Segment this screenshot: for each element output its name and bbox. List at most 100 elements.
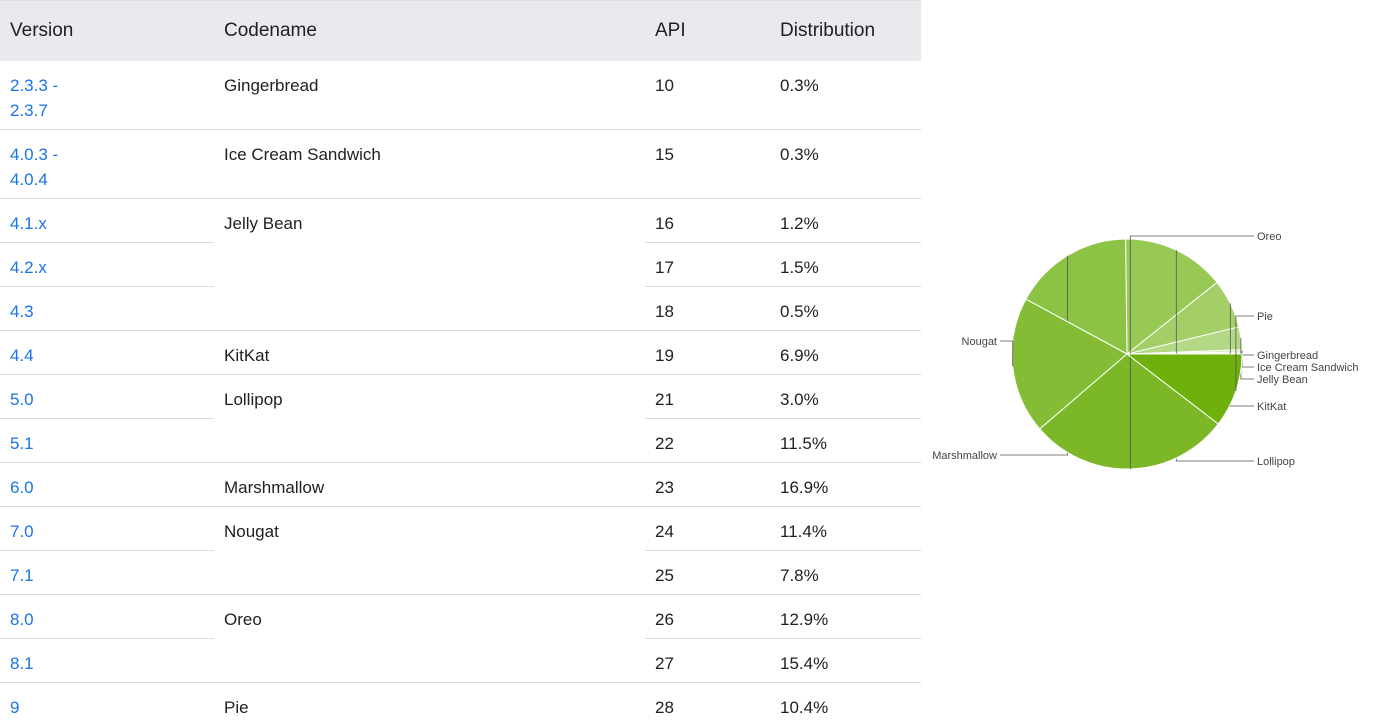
- version-cell: 2.3.3 - 2.3.7: [0, 61, 214, 130]
- api-cell: 23: [645, 462, 770, 507]
- version-cell: 4.0.3 - 4.0.4: [0, 129, 214, 199]
- pie-slice-marshmallow: [1025, 238, 1128, 355]
- codename-cell: Jelly Bean: [214, 198, 645, 331]
- codename-header: Codename: [214, 0, 645, 61]
- pie-label-oreo: Oreo: [1257, 231, 1281, 243]
- table-row: 4.2.x 17 1.5%: [0, 242, 921, 287]
- api-cell: 16: [645, 198, 770, 243]
- version-link[interactable]: 4.4: [10, 346, 34, 365]
- leader-line-jelly-bean: [1240, 338, 1254, 380]
- codename-cell: KitKat: [214, 330, 645, 375]
- distribution-cell: 1.2%: [770, 198, 921, 243]
- distribution-cell: 0.5%: [770, 286, 921, 331]
- api-cell: 18: [645, 286, 770, 331]
- version-link[interactable]: 8.0: [10, 610, 34, 629]
- version-cell: 5.1: [0, 418, 214, 463]
- distribution-cell: 16.9%: [770, 462, 921, 507]
- distribution-cell: 7.8%: [770, 550, 921, 595]
- table-row: 8.1 27 15.4%: [0, 638, 921, 683]
- codename-cell: Marshmallow: [214, 462, 645, 507]
- distribution-cell: 3.0%: [770, 374, 921, 419]
- distribution-cell: 11.4%: [770, 506, 921, 551]
- version-link[interactable]: 2.3.3 - 2.3.7: [10, 75, 59, 120]
- codename-cell: Ice Cream Sandwich: [214, 129, 645, 199]
- version-cell: 5.0: [0, 374, 214, 419]
- version-cell: 6.0: [0, 462, 214, 507]
- version-link[interactable]: 8.1: [10, 654, 34, 673]
- table-row: 7.1 25 7.8%: [0, 550, 921, 595]
- api-cell: 19: [645, 330, 770, 375]
- api-cell: 21: [645, 374, 770, 419]
- pie-label-gingerbread: Gingerbread: [1257, 350, 1318, 362]
- version-link[interactable]: 4.2.x: [10, 258, 47, 277]
- version-cell: 7.1: [0, 550, 214, 595]
- version-link[interactable]: 5.0: [10, 390, 34, 409]
- version-cell: 4.2.x: [0, 242, 214, 287]
- table-header-row: Version Codename API Distribution: [0, 0, 921, 61]
- distribution-cell: 6.9%: [770, 330, 921, 375]
- codename-cell: Oreo: [214, 594, 645, 683]
- distribution-cell: 10.4%: [770, 682, 921, 727]
- distribution-header: Distribution: [770, 0, 921, 61]
- version-header: Version: [0, 0, 214, 61]
- distribution-cell: 0.3%: [780, 75, 819, 95]
- api-cell: 26: [645, 594, 770, 639]
- version-link[interactable]: 6.0: [10, 478, 34, 497]
- api-header: API: [645, 0, 770, 61]
- version-link[interactable]: 4.3: [10, 302, 34, 321]
- pie-label-ice-cream-sandwich: Ice Cream Sandwich: [1257, 362, 1359, 374]
- table-row: 7.0 Nougat 24 11.4%: [0, 506, 921, 595]
- pie-label-marshmallow: Marshmallow: [932, 450, 997, 462]
- version-link[interactable]: 4.1.x: [10, 214, 47, 233]
- codename-cell: Lollipop: [214, 374, 645, 463]
- version-cell: 7.0: [0, 506, 214, 551]
- table-row: 8.0 Oreo 26 12.9%: [0, 594, 921, 683]
- table-row: 6.0 Marshmallow 23 16.9%: [0, 462, 921, 507]
- version-cell: 9: [0, 682, 214, 727]
- codename-cell: Gingerbread: [224, 75, 319, 95]
- version-cell: 4.4: [0, 330, 214, 375]
- pie-label-pie: Pie: [1257, 311, 1273, 323]
- distribution-cell: 15.4%: [770, 638, 921, 683]
- pie-label-kitkat: KitKat: [1257, 401, 1286, 413]
- version-link[interactable]: 5.1: [10, 434, 34, 453]
- table-row: 4.0.3 - 4.0.4 Ice Cream Sandwich 15 0.3%: [0, 129, 921, 199]
- table-row: 5.1 22 11.5%: [0, 418, 921, 463]
- pie-label-jelly-bean: Jelly Bean: [1257, 374, 1308, 386]
- codename-cell: Pie: [214, 682, 645, 727]
- leader-line-gingerbread: [1241, 352, 1254, 356]
- version-link[interactable]: 7.1: [10, 566, 34, 585]
- api-cell: 10: [655, 75, 674, 95]
- api-cell: 17: [645, 242, 770, 287]
- api-cell: 24: [645, 506, 770, 551]
- table-row: 4.1.x Jelly Bean 16 1.2%: [0, 198, 921, 331]
- version-cell: 8.0: [0, 594, 214, 639]
- version-cell: 4.1.x: [0, 198, 214, 243]
- api-cell: 15: [645, 129, 770, 199]
- pie-label-nougat: Nougat: [962, 336, 997, 348]
- table-row: 4.4 KitKat 19 6.9%: [0, 330, 921, 375]
- version-cell: 8.1: [0, 638, 214, 683]
- table-row: 9 Pie 28 10.4%: [0, 682, 921, 727]
- version-link[interactable]: 4.0.3 - 4.0.4: [10, 145, 59, 189]
- leader-line-ice-cream-sandwich: [1241, 350, 1254, 368]
- table-row: 4.3 18 0.5%: [0, 286, 921, 331]
- leader-line-lollipop: [1175, 250, 1254, 462]
- distribution-cell: 11.5%: [770, 418, 921, 463]
- codename-cell: Nougat: [214, 506, 645, 595]
- leader-line-nougat: [1000, 340, 1014, 367]
- distribution-table: Version Codename API Distribution 2.3.3 …: [0, 0, 921, 727]
- api-cell: 22: [645, 418, 770, 463]
- api-cell: 28: [645, 682, 770, 727]
- distribution-cell: 12.9%: [770, 594, 921, 639]
- table-row: 2.3.3 - 2.3.7 Gingerbread 10 0.3%: [0, 61, 921, 130]
- version-link[interactable]: 7.0: [10, 522, 34, 541]
- leader-line-pie: [1235, 315, 1254, 391]
- leader-line-oreo: [1129, 235, 1254, 469]
- distribution-cell: 0.3%: [770, 129, 921, 199]
- distribution-cell: 1.5%: [770, 242, 921, 287]
- api-cell: 25: [645, 550, 770, 595]
- leader-line-kitkat: [1229, 303, 1254, 407]
- version-link[interactable]: 9: [10, 698, 20, 717]
